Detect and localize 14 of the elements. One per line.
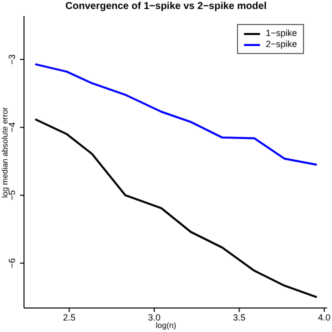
line-series [34,118,318,298]
y-axis-title: log median absolute error [0,107,10,198]
y-tick-label: −3 [7,54,17,65]
legend-label: 2−spike [266,39,297,50]
x-tick-label: 2.5 [62,312,76,322]
x-axis-title: log(n) [154,321,178,330]
x-tick-label: 3.0 [148,312,161,322]
legend-label: 1−spike [266,28,297,39]
line-series [34,63,318,166]
chart-title: Convergence of 1−spike vs 2−spike model [64,1,268,12]
y-tick-label: −4 [7,122,17,132]
y-tick-label: −6 [7,258,17,268]
x-tick-label: 4.0 [318,312,331,322]
x-tick-label: 3.5 [233,312,246,322]
